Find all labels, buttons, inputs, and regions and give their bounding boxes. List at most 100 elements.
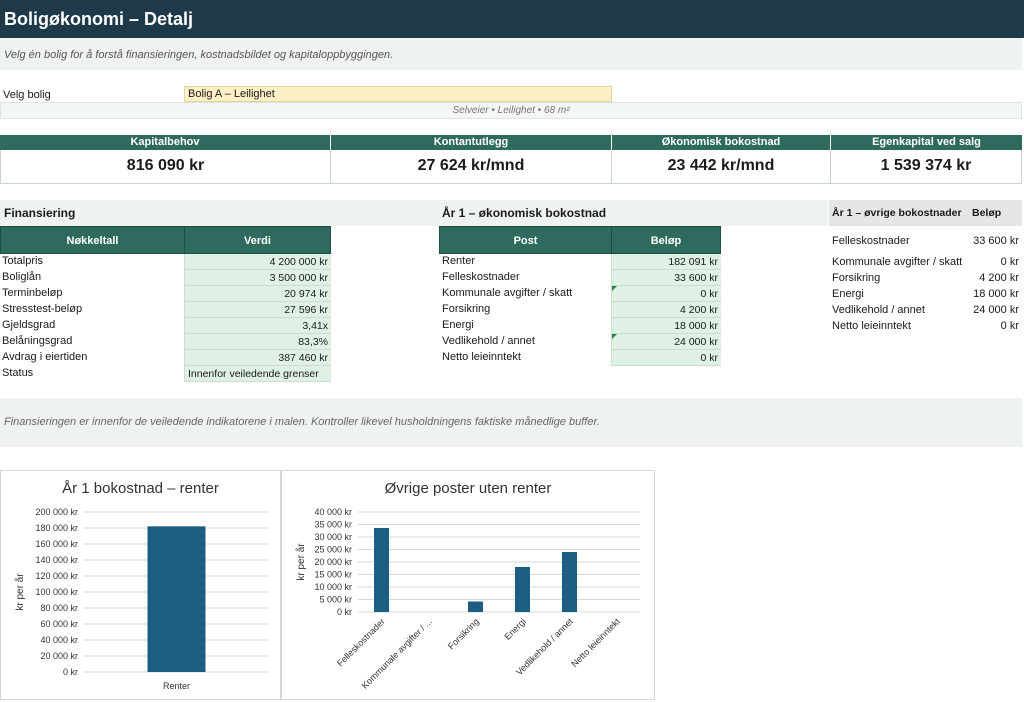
chart-ovrige-title: Øvrige poster uten renter [384,480,552,497]
status-note: Finansieringen er innenfor de veiledende… [0,398,1022,447]
financing-row-label: Terminbeløp [2,287,63,299]
renter-ytick-label: 100 000 kr [35,587,78,597]
ovrige-ytick-label: 25 000 kr [314,545,352,555]
kpi-value-bokostnad: 23 442 kr/mnd [611,150,831,184]
ovrige-bar [468,601,483,612]
financing-row-value: 20 974 kr [184,286,331,302]
financing-row-label: Belåningsgrad [2,335,73,347]
chart-renter-title: År 1 bokostnad – renter [62,480,219,497]
other-amount-header: Beløp [972,207,1002,219]
financing-row-label: Avdrag i eiertiden [2,351,88,363]
financing-row-label: Status [2,367,34,379]
chart-renter-plot: 0 kr 20 000 kr 40 000 kr 60 000 kr 80 000 kr… [14,507,269,691]
other-row-value: 18 000 kr [973,288,1019,300]
financing-row-label: Stresstest-beløp [2,303,83,315]
page-title: Boligøkonomi – Detalj [0,0,1024,38]
other-row-label: Forsikring [832,272,881,284]
bolig-info: Selveier • Leilighet • 68 m² [0,102,1022,119]
other-row-value: 0 kr [1000,256,1019,268]
kpi-label-kapitalbehov: Kapitalbehov [0,135,330,150]
chart-ovrige-plot: 0 kr 5 000 kr 10 000 kr 15 000 kr 20 000 kr 2… [295,507,640,691]
other-row-value: 0 kr [1000,320,1019,332]
other-row-value: 33 600 kr [973,235,1019,247]
renter-ytick-label: 40 000 kr [40,635,78,645]
ovrige-ytick-label: 30 000 kr [314,532,352,542]
financing-row-value: 3,41x [184,318,331,334]
cost-row-value: 33 600 kr [611,270,721,286]
financing-row-value: 3 500 000 kr [184,270,331,286]
chart-ovrige: Øvrige poster uten renter 0 kr 5 000 kr 10… [281,470,655,700]
renter-xtick-label: Renter [163,681,190,691]
renter-ytick-label: 160 000 kr [35,539,78,549]
cost-row-value: 182 091 kr [611,254,721,270]
cell-note-marker [612,286,617,291]
financing-row-value: 387 460 kr [184,350,331,366]
financing-row-value: 83,3% [184,334,331,350]
ovrige-bar [562,552,577,612]
kpi-label-egenkapital: Egenkapital ved salg [831,135,1022,150]
page-subtitle: Velg én bolig for å forstå finansieringe… [0,38,1022,70]
cost-row-label: Renter [442,255,476,267]
renter-ytick-label: 120 000 kr [35,571,78,581]
cell-note-marker [612,334,617,339]
select-label: Velg bolig [3,89,51,101]
kpi-label-kontantutlegg: Kontantutlegg [331,135,611,150]
other-row-label: Energi [832,288,864,300]
cost-row-label: Forsikring [442,303,491,315]
cost-row-value: 18 000 kr [611,318,721,334]
ovrige-ylabel: kr per år [295,543,307,581]
cost-col-amount: Beløp [611,226,721,254]
other-row-value: 4 200 kr [979,272,1019,284]
other-row: Kommunale avgifter / skatt 0 kr [832,256,1019,272]
financing-section-title: Finansiering [0,200,828,226]
bolig-select[interactable]: Bolig A – Leilighet [184,86,612,102]
kpi-value-kapitalbehov: 816 090 kr [0,150,331,184]
financing-row-label: Gjeldsgrad [2,319,56,331]
ovrige-ytick-label: 0 kr [337,607,352,617]
financing-row-label: Boliglån [2,271,42,283]
chart-renter: År 1 bokostnad – renter 0 kr 20 000 kr 40 … [0,470,281,700]
cost-row-label: Netto leieinntekt [442,351,521,363]
renter-ytick-label: 20 000 kr [40,651,78,661]
kpi-value-egenkapital: 1 539 374 kr [830,150,1022,184]
renter-ytick-label: 60 000 kr [40,619,78,629]
renter-ytick-label: 80 000 kr [40,603,78,613]
cost-row-label: Felleskostnader [442,271,520,283]
cost-row-value: 24 000 kr [611,334,721,350]
cost-row-value: 0 kr [611,286,721,302]
other-row-label: Netto leieinntekt [832,320,911,332]
ovrige-ytick-label: 35 000 kr [314,520,352,530]
ovrige-xtick-label: Felleskostnader [335,616,387,668]
ovrige-xtick-label: Forsikring [446,616,481,651]
financing-row-value: 27 596 kr [184,302,331,318]
cost-row-label: Energi [442,319,474,331]
renter-ytick-label: 200 000 kr [35,507,78,517]
ovrige-ytick-label: 15 000 kr [314,570,352,580]
other-row-label: Felleskostnader [832,235,910,247]
financing-col-value: Verdi [184,226,331,254]
cost-row-value: 0 kr [611,350,721,366]
other-row: Energi 18 000 kr [832,288,1019,304]
renter-ytick-label: 180 000 kr [35,523,78,533]
other-row-value: 24 000 kr [973,304,1019,316]
ovrige-xtick-label: Energi [502,616,527,641]
other-row: Vedlikehold / annet 24 000 kr [832,304,1019,320]
financing-row-label: Totalpris [2,255,43,267]
financing-row-value: 4 200 000 kr [184,254,331,270]
cost-col-post: Post [439,226,612,254]
other-section-title: År 1 – øvrige bokostnader [832,207,962,219]
renter-ytick-label: 140 000 kr [35,555,78,565]
financing-row-value: Innenfor veiledende grenser [184,366,331,382]
ovrige-xtick-label: Netto leieinntekt [569,616,622,669]
renter-ytick-label: 0 kr [63,667,78,677]
renter-ylabel: kr per år [14,573,26,611]
renter-bar [147,526,206,672]
other-row: Netto leieinntekt 0 kr [832,320,1019,336]
other-row: Forsikring 4 200 kr [832,272,1019,288]
financing-col-key: Nøkkeltall [0,226,185,254]
other-row-label: Vedlikehold / annet [832,304,925,316]
ovrige-ytick-label: 20 000 kr [314,557,352,567]
ovrige-bar [515,567,530,612]
ovrige-ytick-label: 40 000 kr [314,507,352,517]
kpi-label-bokostnad: Økonomisk bokostnad [612,135,830,150]
